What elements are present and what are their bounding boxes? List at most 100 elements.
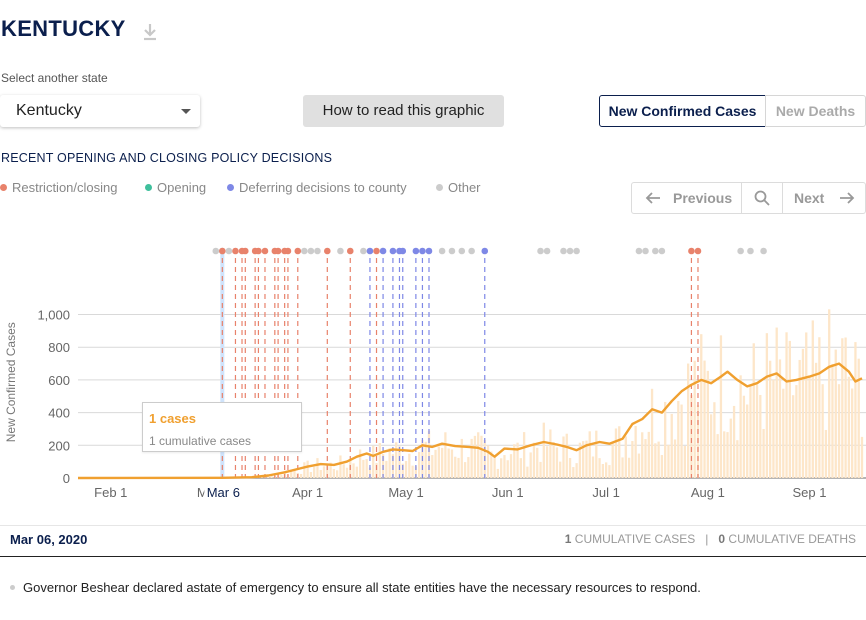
cases-chart[interactable]: 0 200 400 600 800 1,000 New Confirmed Cases Feb… (0, 240, 866, 515)
chart-tooltip: 1 cases 1 cumulative cases (142, 402, 302, 452)
daily-bar (470, 438, 473, 478)
daily-bar (769, 360, 772, 478)
daily-bar (398, 446, 401, 478)
daily-bar (303, 462, 306, 478)
daily-bar (418, 451, 421, 478)
daily-bar (529, 452, 532, 478)
legend-restriction: Restriction/closing (0, 180, 118, 195)
daily-bar (798, 359, 801, 478)
daily-bar (847, 376, 851, 478)
daily-bar (329, 462, 332, 478)
y-tick-label: 0 (63, 471, 70, 486)
policy-marker-dot (232, 247, 239, 255)
other-policy-dot (438, 247, 446, 255)
policy-marker-dot (261, 247, 269, 255)
policy-marker-dot (366, 247, 374, 255)
daily-bar (480, 435, 483, 478)
policy-marker-dot (324, 247, 331, 255)
other-policy-dot (747, 247, 754, 255)
new-cases-toggle[interactable]: New Confirmed Cases (599, 95, 766, 127)
how-to-read-button[interactable]: How to read this graphic (303, 95, 504, 127)
daily-bar (319, 469, 322, 478)
legend-label: Restriction/closing (12, 180, 118, 195)
daily-bar (637, 453, 641, 478)
daily-bar (290, 470, 293, 478)
daily-bar (454, 456, 457, 478)
daily-bar (536, 447, 539, 478)
state-select-label: Select another state (1, 71, 108, 85)
policy-marker-dot (346, 247, 354, 255)
daily-bar (775, 327, 778, 478)
daily-bar (280, 474, 283, 478)
next-label: Next (794, 190, 825, 206)
daily-bar (824, 429, 828, 478)
daily-bar (332, 469, 336, 478)
state-select[interactable]: Kentucky (0, 95, 200, 127)
divider (0, 525, 866, 526)
daily-bar (447, 448, 450, 478)
daily-bar (647, 431, 650, 478)
daily-bar (595, 430, 598, 478)
x-tick-label: May 1 (388, 485, 423, 500)
arrow-right-icon (840, 192, 855, 204)
policy-note-text: Governor Beshear declared astate of emer… (23, 580, 701, 595)
daily-bar (339, 455, 342, 478)
daily-bar (673, 439, 677, 478)
daily-bar (559, 461, 562, 478)
daily-bar (385, 460, 388, 478)
daily-bar (358, 449, 362, 478)
cumulative-deaths-label: CUMULATIVE DEATHS (725, 532, 856, 546)
daily-bar (755, 384, 759, 478)
cumulative-cases-label: CUMULATIVE CASES (571, 532, 696, 546)
policy-marker-dot (255, 247, 262, 255)
other-policy-dot (566, 247, 574, 255)
daily-bar (762, 428, 765, 478)
daily-bar (828, 309, 831, 478)
daily-bar (831, 363, 834, 478)
next-button[interactable]: Next (783, 183, 865, 213)
daily-bar (837, 384, 841, 478)
other-dot-icon (436, 184, 443, 191)
daily-bar (500, 458, 503, 478)
daily-bar (335, 470, 339, 478)
daily-bar (683, 446, 687, 478)
new-deaths-toggle[interactable]: New Deaths (765, 95, 866, 127)
daily-bar (509, 454, 513, 478)
opening-dot-icon (145, 184, 152, 191)
daily-bar (473, 435, 477, 478)
daily-bar (477, 432, 480, 478)
daily-bar (355, 466, 358, 478)
search-icon (754, 190, 770, 206)
daily-bar (539, 461, 542, 478)
daily-bar (808, 376, 811, 478)
daily-bar (716, 434, 719, 478)
daily-bar (299, 473, 303, 478)
daily-bar (621, 457, 624, 478)
previous-button[interactable]: Previous (632, 183, 742, 213)
daily-bar (522, 432, 526, 478)
search-button[interactable] (742, 183, 783, 213)
policy-marker-dot (373, 247, 380, 255)
daily-bar (608, 465, 611, 478)
daily-bar (342, 464, 345, 478)
policy-marker-dot (481, 247, 489, 255)
tooltip-cases: 1 cases (149, 411, 196, 426)
divider (0, 556, 866, 557)
cases-line (77, 362, 863, 480)
daily-bar (437, 446, 440, 478)
daily-bar (372, 445, 375, 478)
daily-bar (772, 379, 775, 478)
other-policy-dot (543, 247, 551, 255)
daily-bar (388, 448, 391, 478)
daily-bar (460, 438, 463, 478)
download-icon[interactable] (141, 22, 159, 42)
daily-bar (313, 466, 316, 478)
daily-bar (270, 474, 273, 478)
daily-bar (411, 465, 414, 478)
previous-label: Previous (673, 190, 733, 206)
daily-bar (844, 337, 847, 478)
daily-bar (814, 362, 818, 478)
daily-bar (670, 413, 673, 478)
restriction-dot-icon (0, 184, 7, 191)
daily-bar (575, 463, 578, 478)
